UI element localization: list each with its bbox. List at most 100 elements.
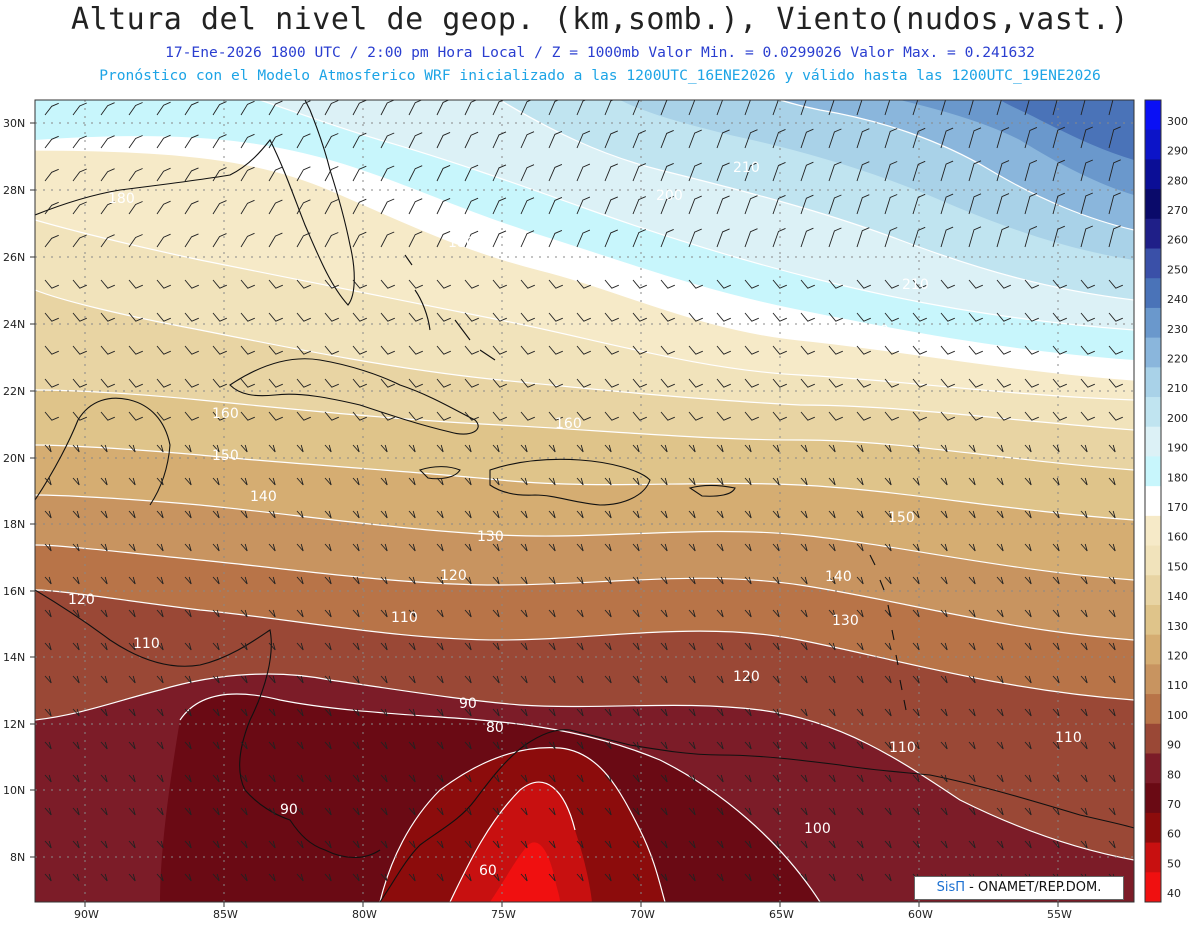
wind-barb xyxy=(492,873,500,882)
wind-barb xyxy=(352,840,360,849)
wind-barb xyxy=(884,378,899,388)
wind-barb xyxy=(576,807,584,816)
wind-barb xyxy=(352,543,360,552)
wind-barb xyxy=(520,510,528,519)
wind-barb xyxy=(800,312,815,322)
wind-barb xyxy=(72,609,80,618)
wind-barb xyxy=(576,100,587,116)
wind-barb xyxy=(436,444,444,453)
wind-barb xyxy=(912,675,920,684)
colorbar-level-label: 280 xyxy=(1167,174,1188,187)
contour-label: 160 xyxy=(555,416,582,432)
wind-barb xyxy=(464,378,479,388)
wind-barb xyxy=(408,165,423,182)
lat-lon-grid xyxy=(35,100,1134,902)
wind-barb xyxy=(268,807,276,816)
wind-barb xyxy=(380,642,388,651)
wind-barb xyxy=(464,708,472,717)
wind-barb xyxy=(296,576,304,585)
wind-barb xyxy=(100,477,108,486)
wind-barb xyxy=(576,163,591,182)
wind-barb xyxy=(1052,126,1065,149)
wind-barb xyxy=(268,378,283,388)
wind-barb xyxy=(296,840,304,849)
wind-barb xyxy=(408,231,423,248)
wind-barb xyxy=(352,279,367,289)
wind-barb xyxy=(100,168,115,182)
wind-barb xyxy=(492,477,500,486)
wind-barb xyxy=(128,774,136,783)
wind-barb xyxy=(380,543,388,552)
wind-barb xyxy=(716,129,730,149)
wind-barb xyxy=(1108,675,1116,684)
wind-barb xyxy=(352,807,360,816)
wind-barb xyxy=(576,279,591,289)
wind-barb xyxy=(352,165,367,182)
wind-barb xyxy=(856,161,870,182)
wind-barb xyxy=(268,345,283,355)
wind-barb xyxy=(1080,378,1095,388)
wind-barb xyxy=(800,609,808,618)
wind-barb xyxy=(940,279,955,289)
wind-barb xyxy=(884,312,899,322)
wind-barb xyxy=(940,840,948,849)
wind-barb xyxy=(1024,609,1032,618)
colorbar-level-label: 300 xyxy=(1167,115,1188,128)
wind-barbs xyxy=(44,100,1123,882)
wind-barb xyxy=(1052,345,1067,355)
wind-barb xyxy=(772,873,780,882)
wind-barb xyxy=(268,741,276,750)
wind-barb xyxy=(240,345,255,355)
contour-label: 130 xyxy=(477,529,504,545)
wind-barb xyxy=(1052,840,1060,849)
lat-label: 14N xyxy=(3,651,25,664)
colorbar-swatch xyxy=(1145,753,1161,784)
wind-barb xyxy=(828,411,843,421)
wind-barb xyxy=(240,279,255,289)
wind-barb xyxy=(72,135,87,149)
wind-barb xyxy=(604,477,612,486)
colorbar-swatch xyxy=(1145,159,1161,190)
wind-barb xyxy=(44,774,52,783)
wind-barb xyxy=(856,378,871,388)
wind-barb xyxy=(380,378,395,388)
wind-barb xyxy=(324,100,339,116)
wind-barb xyxy=(856,279,871,289)
colorbar-swatch xyxy=(1145,604,1161,636)
wind-barb xyxy=(1080,576,1088,585)
wind-barb xyxy=(72,168,87,182)
wind-barb xyxy=(856,100,863,116)
colorbar-level-label: 50 xyxy=(1167,857,1181,870)
wind-barb xyxy=(100,312,115,322)
wind-barb xyxy=(604,444,612,453)
wind-barb xyxy=(408,675,416,684)
wind-barb xyxy=(772,774,780,783)
wind-barb xyxy=(156,312,171,322)
wind-barb xyxy=(884,161,898,182)
wind-barb xyxy=(436,411,451,421)
wind-barb xyxy=(856,128,870,149)
wind-barb xyxy=(520,100,533,116)
wind-barb xyxy=(744,477,752,486)
wind-barb xyxy=(464,477,472,486)
wind-barb xyxy=(408,279,423,289)
wind-barb xyxy=(72,444,80,453)
longitude-axis xyxy=(84,902,1059,907)
wind-barb xyxy=(1024,312,1039,322)
wind-barb xyxy=(996,543,1004,552)
wind-barb xyxy=(1052,225,1065,248)
wind-barb xyxy=(464,873,472,882)
wind-barb xyxy=(268,166,283,182)
wind-barb xyxy=(296,378,311,388)
wind-barb xyxy=(520,609,528,618)
wind-barb xyxy=(44,741,52,750)
lon-label: 80W xyxy=(352,908,377,921)
wind-barb xyxy=(44,102,59,116)
wind-barb xyxy=(1024,741,1032,750)
wind-barb xyxy=(1052,510,1060,519)
wind-barb xyxy=(912,345,927,355)
wind-barb xyxy=(912,840,920,849)
wind-barb xyxy=(464,411,479,421)
wind-barb xyxy=(548,774,556,783)
wind-barb xyxy=(828,510,836,519)
